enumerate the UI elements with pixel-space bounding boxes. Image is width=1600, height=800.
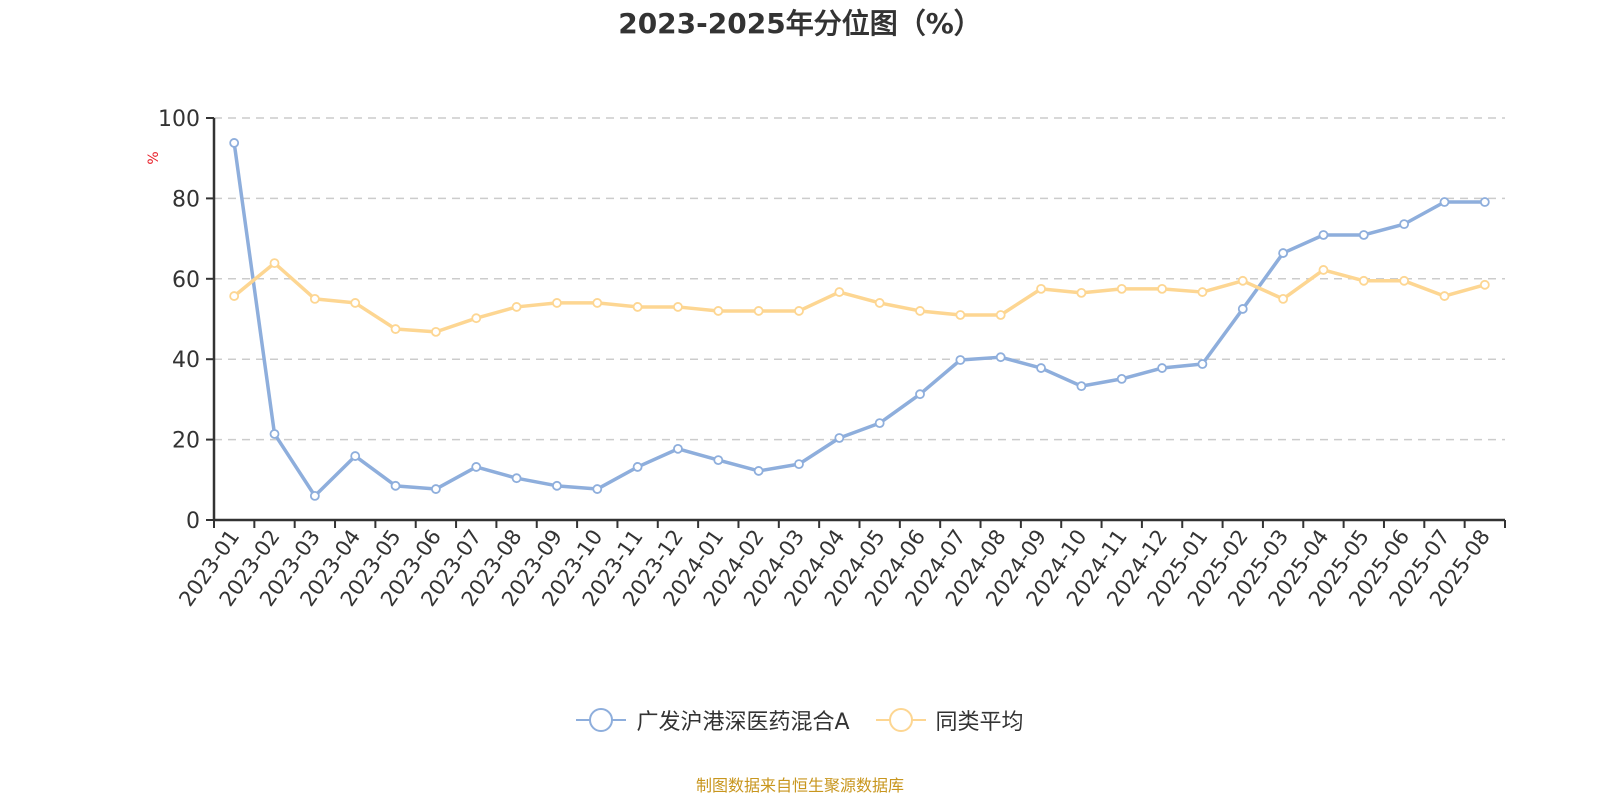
series-fund	[229, 138, 1490, 501]
data-point[interactable]	[834, 287, 845, 297]
data-point[interactable]	[229, 138, 240, 148]
data-point[interactable]	[874, 298, 885, 308]
data-point[interactable]	[430, 484, 441, 494]
data-point[interactable]	[1116, 373, 1127, 384]
data-point[interactable]	[269, 429, 280, 439]
source-note: 制图数据来自恒生聚源数据库	[695, 776, 904, 795]
line-chart: 0204060801002023-012023-022023-032023-04…	[146, 107, 1506, 611]
data-point[interactable]	[592, 484, 603, 494]
data-point[interactable]	[673, 302, 683, 312]
data-point[interactable]	[1197, 287, 1208, 297]
data-point[interactable]	[1237, 275, 1248, 286]
data-point[interactable]	[390, 324, 401, 334]
data-point[interactable]	[1439, 291, 1450, 301]
data-point[interactable]	[1278, 248, 1289, 258]
data-point[interactable]	[1318, 230, 1329, 240]
legend-label: 同类平均	[935, 710, 1024, 735]
data-point[interactable]	[471, 313, 482, 324]
data-point[interactable]	[1358, 275, 1369, 286]
data-point[interactable]	[1399, 219, 1410, 230]
data-point[interactable]	[1076, 381, 1087, 392]
data-point[interactable]	[350, 451, 361, 461]
data-point[interactable]	[1076, 287, 1087, 298]
data-point[interactable]	[1479, 279, 1490, 290]
data-point[interactable]	[430, 326, 441, 337]
data-point[interactable]	[794, 459, 804, 470]
data-point[interactable]	[995, 352, 1006, 363]
data-point[interactable]	[753, 466, 764, 476]
y-tick-label: 80	[172, 187, 200, 212]
y-tick-label: 0	[186, 509, 200, 534]
data-point[interactable]	[955, 355, 966, 365]
data-point[interactable]	[874, 418, 885, 429]
y-tick-label: 100	[158, 107, 200, 132]
data-point[interactable]	[834, 433, 845, 443]
y-tick-label: 40	[172, 348, 200, 373]
data-point[interactable]	[955, 310, 966, 320]
data-point[interactable]	[1036, 283, 1046, 294]
grid-lines	[214, 117, 1505, 441]
data-point[interactable]	[1197, 359, 1208, 369]
data-point[interactable]	[552, 298, 562, 308]
legend-line-circle-icon	[576, 707, 627, 733]
data-point[interactable]	[1278, 293, 1289, 304]
data-point[interactable]	[1439, 197, 1450, 207]
y-tick-label: 20	[172, 429, 200, 454]
data-point[interactable]	[1399, 275, 1410, 286]
data-point[interactable]	[713, 455, 724, 466]
data-point[interactable]	[309, 293, 320, 304]
y-axis-label: %	[146, 151, 162, 164]
data-point[interactable]	[511, 302, 522, 312]
data-point[interactable]	[995, 310, 1006, 320]
data-point[interactable]	[1237, 304, 1248, 314]
data-point[interactable]	[915, 306, 925, 316]
chart-title: 2023-2025年分位图（%）	[618, 7, 982, 40]
legend-line-circle-icon	[875, 707, 926, 733]
legend-label: 广发沪港深医药混合A	[636, 710, 850, 735]
data-point[interactable]	[511, 473, 522, 484]
series-average	[229, 258, 1490, 337]
y-tick-label: 60	[172, 268, 200, 293]
data-point[interactable]	[673, 443, 683, 454]
data-point[interactable]	[350, 298, 361, 308]
data-point[interactable]	[592, 298, 603, 308]
data-point[interactable]	[632, 462, 643, 472]
legend-item-average[interactable]: 同类平均	[875, 704, 1024, 736]
data-point[interactable]	[753, 306, 764, 316]
data-point[interactable]	[1157, 283, 1167, 294]
data-point[interactable]	[229, 291, 240, 301]
data-point[interactable]	[269, 258, 280, 269]
legend-item-fund[interactable]: 广发沪港深医药混合A	[576, 704, 850, 736]
data-point[interactable]	[713, 306, 724, 316]
data-point[interactable]	[1479, 197, 1490, 207]
data-point[interactable]	[471, 462, 482, 472]
data-point[interactable]	[309, 490, 320, 501]
data-point[interactable]	[632, 302, 643, 312]
legend: 广发沪港深医药混合A 同类平均	[0, 704, 1600, 736]
data-point[interactable]	[794, 306, 804, 316]
data-point[interactable]	[390, 480, 401, 491]
data-point[interactable]	[552, 480, 562, 491]
data-point[interactable]	[1157, 363, 1167, 373]
data-point[interactable]	[1358, 230, 1369, 240]
data-point[interactable]	[1116, 283, 1127, 294]
data-point[interactable]	[915, 389, 925, 400]
data-point[interactable]	[1036, 363, 1046, 373]
data-point[interactable]	[1318, 265, 1329, 275]
series-lines	[229, 138, 1490, 501]
